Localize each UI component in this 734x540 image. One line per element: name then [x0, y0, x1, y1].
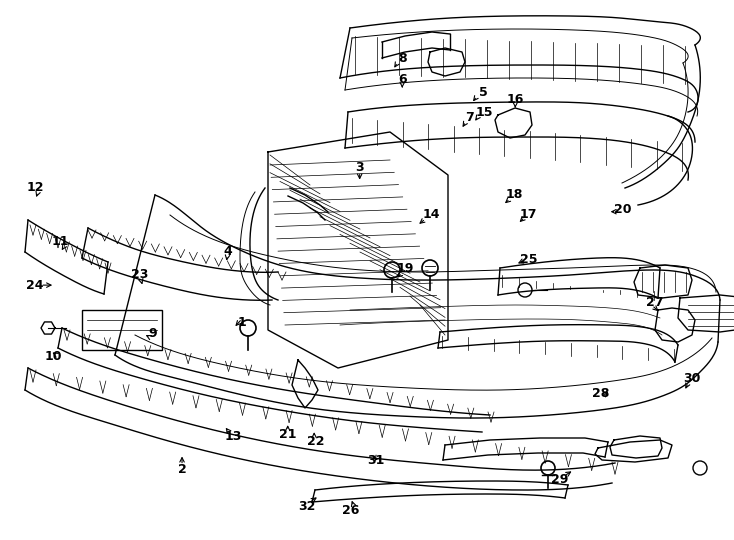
Text: 7: 7 [465, 111, 474, 124]
Text: 29: 29 [550, 473, 568, 486]
Text: 32: 32 [298, 500, 316, 513]
Text: 16: 16 [506, 93, 524, 106]
Text: 15: 15 [476, 106, 493, 119]
Text: 24: 24 [26, 279, 44, 292]
Text: 6: 6 [398, 73, 407, 86]
Text: 28: 28 [592, 387, 609, 400]
Text: 22: 22 [307, 435, 324, 448]
Text: 10: 10 [44, 350, 62, 363]
Text: 1: 1 [238, 316, 247, 329]
Text: 13: 13 [225, 430, 242, 443]
Text: 12: 12 [26, 181, 44, 194]
Text: 4: 4 [223, 245, 232, 258]
Text: 25: 25 [520, 253, 537, 266]
Text: 5: 5 [479, 86, 487, 99]
Bar [82, 310, 162, 350]
Text: 3: 3 [355, 161, 364, 174]
Text: 19: 19 [396, 262, 414, 275]
Text: 30: 30 [683, 372, 700, 384]
Text: 17: 17 [520, 208, 537, 221]
Text: 26: 26 [342, 504, 360, 517]
Text: 2: 2 [178, 463, 186, 476]
Text: 8: 8 [398, 52, 407, 65]
Text: 20: 20 [614, 203, 631, 216]
Text: 18: 18 [505, 188, 523, 201]
Text: 27: 27 [646, 296, 664, 309]
Text: 14: 14 [423, 208, 440, 221]
Text: 23: 23 [131, 268, 148, 281]
Text: 9: 9 [148, 327, 157, 340]
Text: 31: 31 [367, 454, 385, 467]
Text: 21: 21 [279, 428, 297, 441]
Text: 11: 11 [51, 235, 69, 248]
